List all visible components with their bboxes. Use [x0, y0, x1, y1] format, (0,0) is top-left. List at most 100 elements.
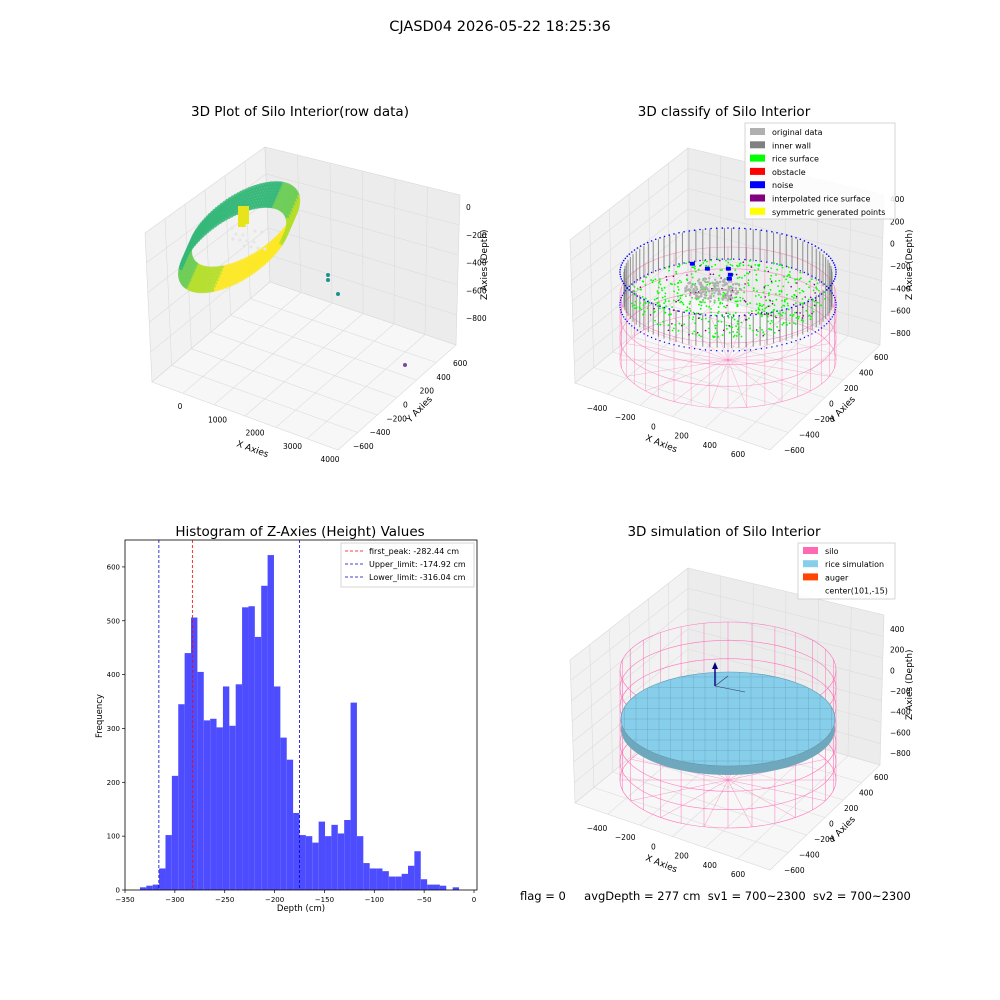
z-tick-label: −400	[466, 259, 487, 268]
original-data-point	[725, 282, 728, 286]
rice-surface-point	[770, 274, 773, 277]
y-tick-label: 600	[107, 563, 120, 571]
interior-point	[245, 239, 249, 243]
rice-surface-point	[732, 313, 735, 316]
histogram-bar	[305, 836, 313, 890]
rice-surface-point	[735, 335, 738, 337]
interpolated-point	[711, 287, 713, 290]
grid-line	[648, 178, 651, 322]
rice-surface-point	[712, 295, 715, 297]
original-data-point	[714, 287, 718, 290]
legend-label: noise	[772, 181, 793, 190]
rice-surface-point	[789, 314, 792, 317]
rice-surface-point	[717, 336, 719, 338]
noise-point	[704, 349, 707, 351]
rice-surface-point	[758, 294, 760, 296]
noise-point	[733, 350, 735, 352]
noise-point	[823, 325, 825, 327]
rice-surface-point	[734, 312, 737, 314]
rice-surface-point	[778, 293, 781, 296]
noise-point	[620, 278, 623, 280]
rice-surface-point	[764, 284, 767, 287]
panel4-x-ticks: −400 −200 0 200 400 600	[587, 824, 746, 879]
histogram-bar	[191, 617, 198, 890]
rice-surface-point	[672, 299, 675, 302]
interpolated-point	[770, 280, 773, 283]
noise-point	[749, 228, 752, 230]
noise-point	[814, 277, 817, 279]
legend-label: center(101,-15)	[825, 587, 888, 596]
rice-surface-point	[733, 334, 736, 337]
interpolated-point	[811, 312, 813, 315]
rice-surface-point	[747, 272, 750, 275]
histogram-bar	[388, 876, 396, 890]
rice-surface-point	[718, 274, 721, 277]
status-footer: flag = 0 avgDepth = 277 cm sv1 = 700~230…	[520, 889, 911, 903]
rice-surface-point	[634, 300, 637, 303]
interpolated-point	[666, 279, 668, 281]
noise-point	[619, 271, 621, 273]
y-tick-label: −600	[784, 866, 805, 875]
rice-surface-point	[754, 295, 757, 297]
rice-surface-point	[659, 323, 662, 326]
noise-point	[631, 291, 633, 293]
rice-surface-point	[665, 305, 667, 307]
rice-surface-point	[736, 322, 739, 325]
rice-surface-point	[733, 318, 736, 321]
rice-surface-point	[673, 327, 675, 330]
interpolated-point	[743, 299, 746, 302]
rice-surface-point	[761, 305, 763, 308]
rice-surface-point	[711, 265, 713, 268]
noise-point	[683, 311, 685, 314]
rice-surface-point	[679, 301, 681, 304]
rice-surface-point	[800, 319, 803, 322]
rice-surface-point	[749, 324, 751, 327]
rice-surface-point	[768, 292, 770, 295]
rice-surface-point	[678, 279, 681, 282]
rice-surface-point	[759, 326, 761, 329]
histogram-bar	[146, 885, 153, 890]
rice-surface-point	[659, 307, 661, 310]
noise-point	[820, 327, 823, 329]
rice-surface-point	[691, 283, 694, 285]
noise-point	[803, 240, 806, 242]
rice-surface-point	[643, 310, 646, 313]
z-tick-label: 400	[890, 195, 905, 204]
rice-surface-point	[640, 308, 643, 311]
original-data-point	[711, 281, 714, 285]
legend-swatch	[750, 194, 765, 202]
noise-point	[835, 304, 837, 306]
rice-surface-point	[782, 285, 785, 288]
rice-surface-point	[739, 296, 742, 299]
noise-point	[814, 297, 817, 299]
noise-point	[636, 247, 639, 249]
outlier-point	[403, 363, 407, 367]
rice-surface-point	[714, 324, 717, 327]
rice-surface-point	[719, 302, 721, 305]
rice-surface-point	[799, 302, 802, 305]
rice-surface-point	[685, 295, 687, 297]
rice-surface-point	[802, 290, 805, 293]
original-data-point	[719, 293, 722, 296]
rice-surface-point	[797, 317, 800, 320]
rice-surface-point	[778, 279, 781, 282]
interpolated-point	[672, 309, 675, 312]
legend-label: symmetric generated points	[772, 208, 885, 217]
histogram-bar	[280, 737, 287, 890]
legend-label: rice simulation	[825, 560, 884, 569]
rice-surface-point	[774, 280, 777, 282]
noise-point	[790, 267, 793, 269]
noise-point	[693, 348, 696, 350]
center-cluster-point	[241, 206, 245, 209]
rice-surface-point	[710, 259, 713, 262]
histogram-bar	[165, 835, 172, 890]
rice-surface-point	[664, 300, 667, 303]
histogram-bar	[159, 868, 166, 890]
rice-surface-point	[721, 302, 724, 305]
grid-line	[275, 323, 395, 428]
histogram-bar	[248, 606, 255, 890]
rice-surface-point	[809, 315, 812, 318]
original-data-point	[713, 291, 716, 295]
rice-surface-point	[791, 315, 794, 317]
interpolated-point	[735, 273, 738, 276]
